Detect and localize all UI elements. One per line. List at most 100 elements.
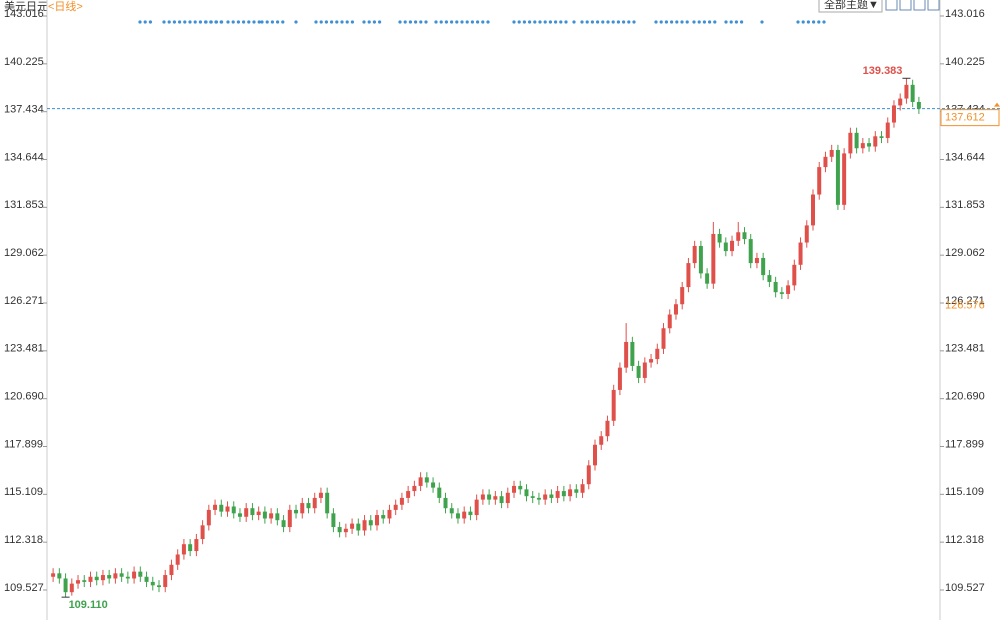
candle-body bbox=[399, 497, 404, 505]
event-dot bbox=[654, 20, 658, 24]
event-dot bbox=[713, 20, 717, 24]
candle-body bbox=[518, 485, 523, 490]
y-tick-label: 126.271 bbox=[945, 295, 985, 307]
theme-button-box[interactable] bbox=[818, 0, 883, 13]
event-dot bbox=[729, 20, 733, 24]
event-dot bbox=[554, 20, 558, 24]
candle-body bbox=[898, 98, 903, 106]
event-dot bbox=[162, 20, 166, 24]
candle-body bbox=[555, 491, 560, 498]
event-dot bbox=[476, 20, 480, 24]
candle-body bbox=[300, 503, 305, 514]
event-dot bbox=[528, 20, 532, 24]
event-dot bbox=[522, 20, 527, 24]
y-tick-label: 137.434 bbox=[4, 104, 44, 116]
toolbar-icons bbox=[885, 0, 940, 11]
candle-body bbox=[325, 492, 330, 514]
event-dot bbox=[372, 20, 376, 24]
event-dot bbox=[167, 20, 171, 24]
candle-body bbox=[561, 491, 566, 497]
candle-body bbox=[505, 492, 510, 504]
event-dot bbox=[734, 20, 739, 24]
event-dot bbox=[455, 20, 459, 24]
event-dot bbox=[760, 20, 764, 24]
event-dot bbox=[670, 20, 674, 24]
candle-body bbox=[717, 233, 722, 243]
candle-body bbox=[686, 263, 691, 288]
event-dot bbox=[685, 20, 689, 24]
candle-body bbox=[125, 576, 130, 579]
event-dot bbox=[543, 20, 547, 24]
candle-body bbox=[362, 520, 367, 531]
candle-body bbox=[586, 465, 591, 485]
theme-button[interactable]: 全部主题▼ bbox=[824, 0, 879, 11]
event-dot bbox=[265, 20, 269, 24]
candle-body bbox=[119, 573, 124, 577]
event-dot bbox=[585, 20, 589, 24]
y-tick-label: 109.527 bbox=[945, 582, 985, 594]
candle-body bbox=[350, 523, 355, 529]
candle-body bbox=[574, 489, 579, 493]
candle-body bbox=[736, 232, 741, 241]
candle-body bbox=[786, 285, 791, 294]
candle-body bbox=[94, 576, 99, 581]
candle-body bbox=[742, 232, 747, 240]
candle-body bbox=[854, 132, 859, 149]
candle-body bbox=[549, 494, 554, 498]
candle-body bbox=[804, 225, 809, 243]
y-tick-label: 129.062 bbox=[945, 247, 985, 259]
y-tick-label: 123.481 bbox=[4, 343, 44, 355]
event-dot bbox=[601, 20, 605, 24]
event-dot bbox=[692, 20, 696, 24]
event-dot bbox=[172, 20, 176, 24]
low-label: 109.110 bbox=[69, 599, 108, 611]
event-dot bbox=[622, 20, 626, 24]
y-tick-label: 143.016 bbox=[945, 8, 985, 20]
event-dot bbox=[632, 20, 636, 24]
event-dot bbox=[319, 20, 323, 24]
candle-body bbox=[599, 436, 604, 445]
y-tick-label: 143.016 bbox=[4, 8, 44, 20]
event-dot bbox=[538, 20, 542, 24]
y-tick-label: 129.062 bbox=[4, 247, 44, 259]
event-dot bbox=[708, 20, 712, 24]
candle-body bbox=[356, 523, 361, 531]
event-dot bbox=[724, 20, 728, 24]
candle-body bbox=[306, 503, 311, 509]
candle-body bbox=[219, 504, 224, 512]
event-dot bbox=[148, 20, 152, 24]
candle-body bbox=[543, 494, 548, 500]
event-dot bbox=[611, 20, 615, 24]
candle-body bbox=[169, 564, 174, 576]
candle-body bbox=[798, 242, 803, 265]
candle-body bbox=[76, 580, 81, 584]
y-tick-label: 115.109 bbox=[945, 486, 984, 498]
event-dot bbox=[193, 20, 197, 24]
candle-body bbox=[779, 292, 784, 294]
candle-body bbox=[437, 487, 442, 498]
candle-body bbox=[100, 575, 105, 581]
event-dot bbox=[486, 20, 490, 24]
candle-body bbox=[867, 143, 872, 147]
icon-button[interactable] bbox=[913, 0, 926, 11]
y-tick-label: 131.853 bbox=[4, 199, 44, 211]
candle-body bbox=[480, 494, 485, 500]
candle-body bbox=[723, 242, 728, 252]
candle-body bbox=[157, 585, 161, 588]
event-dot bbox=[596, 20, 600, 24]
current-price-label: 137.612 bbox=[945, 112, 985, 124]
candle-body bbox=[698, 245, 703, 274]
candle-body bbox=[823, 156, 828, 168]
icon-button[interactable] bbox=[885, 0, 898, 11]
icon-button[interactable] bbox=[899, 0, 912, 11]
candle-body bbox=[107, 575, 112, 579]
candle-body bbox=[287, 509, 292, 528]
candle-body bbox=[294, 509, 299, 514]
candle-body bbox=[835, 149, 840, 205]
event-dot bbox=[220, 20, 224, 24]
candle-body bbox=[512, 485, 517, 493]
icon-button[interactable] bbox=[927, 0, 940, 11]
event-dot bbox=[796, 20, 800, 24]
event-dot bbox=[659, 20, 663, 24]
